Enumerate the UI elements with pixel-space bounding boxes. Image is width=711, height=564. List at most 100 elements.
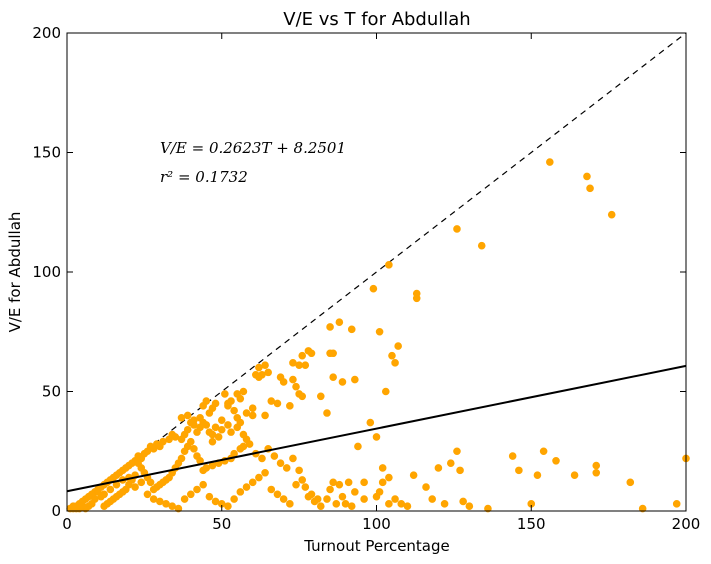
data-point [428, 495, 437, 503]
fit-line-layer [66, 364, 687, 493]
data-point [289, 359, 297, 367]
data-point [292, 382, 300, 391]
data-point [143, 490, 152, 499]
data-point [453, 447, 461, 456]
data-point [295, 466, 303, 475]
data-point [94, 488, 102, 496]
data-point [205, 409, 214, 417]
data-point [453, 225, 461, 233]
data-point [248, 411, 257, 420]
data-point [180, 495, 189, 503]
data-point [329, 478, 337, 487]
x-tick-label: 50 [212, 515, 231, 533]
data-point [295, 361, 303, 370]
data-point [248, 404, 257, 413]
x-tick-label: 100 [362, 515, 391, 533]
data-point [335, 480, 344, 489]
data-point [592, 468, 601, 477]
data-point [255, 473, 263, 482]
data-point [227, 428, 235, 436]
data-point [391, 359, 399, 367]
data-point [248, 478, 257, 487]
data-point [224, 421, 232, 429]
y-tick-label: 150 [32, 144, 61, 162]
data-point [261, 468, 269, 477]
y-tick-label: 100 [32, 263, 61, 281]
data-point [307, 349, 316, 358]
data-point [149, 485, 158, 494]
data-point [397, 500, 406, 508]
data-point [298, 351, 307, 360]
data-point [323, 495, 331, 503]
data-point [347, 325, 356, 334]
data-point [403, 502, 412, 511]
data-point [137, 478, 146, 487]
data-point [378, 464, 387, 472]
data-point [205, 492, 214, 501]
data-point [360, 495, 368, 503]
data-point [477, 241, 486, 250]
data-point [313, 495, 322, 503]
data-point [434, 464, 443, 472]
data-point [351, 488, 359, 496]
data-point [286, 402, 294, 410]
data-point [131, 483, 139, 491]
data-point [190, 445, 198, 453]
data-point [586, 184, 594, 193]
data-point [316, 502, 325, 511]
y-tick-label: 0 [51, 502, 61, 520]
data-point [224, 402, 232, 410]
data-point [236, 445, 245, 453]
data-point [409, 471, 418, 479]
reference-line-layer [66, 32, 687, 512]
data-point [508, 452, 517, 460]
data-point [239, 387, 248, 396]
data-point [456, 466, 464, 475]
data-point [388, 351, 396, 360]
data-point [273, 490, 282, 499]
data-point [459, 497, 467, 506]
data-point [394, 342, 402, 350]
data-point [298, 392, 307, 401]
data-point [211, 497, 220, 506]
data-point [583, 172, 591, 181]
data-point [626, 478, 635, 487]
data-point [100, 502, 108, 511]
reference-line [66, 32, 687, 512]
data-point [134, 459, 142, 468]
data-point [385, 500, 393, 508]
data-point [301, 361, 310, 370]
x-tick-label: 150 [517, 515, 546, 533]
data-point [335, 318, 344, 326]
data-point [199, 480, 207, 489]
data-point [391, 495, 399, 503]
data-point [193, 452, 201, 460]
data-point [106, 485, 115, 494]
data-point [323, 409, 331, 417]
data-point [369, 284, 378, 293]
data-point [360, 478, 368, 487]
data-point [422, 483, 430, 491]
data-point [412, 294, 421, 303]
data-point [338, 378, 347, 386]
x-tick-label: 200 [672, 515, 701, 533]
y-tick-label: 50 [42, 383, 61, 401]
data-point [273, 399, 282, 408]
data-point [199, 466, 207, 475]
data-point [230, 495, 238, 503]
data-point [233, 390, 242, 398]
data-point [217, 425, 226, 434]
data-point [347, 502, 356, 511]
data-point [341, 500, 350, 508]
x-axis-label: Turnout Percentage [303, 537, 450, 555]
data-point [344, 478, 353, 487]
data-point [261, 411, 269, 420]
data-point [214, 433, 223, 441]
data-point [289, 375, 297, 384]
data-point [552, 457, 560, 465]
data-point [168, 502, 177, 511]
data-point [255, 373, 263, 381]
data-point [592, 461, 601, 470]
data-point [202, 397, 211, 405]
data-point [236, 488, 245, 496]
